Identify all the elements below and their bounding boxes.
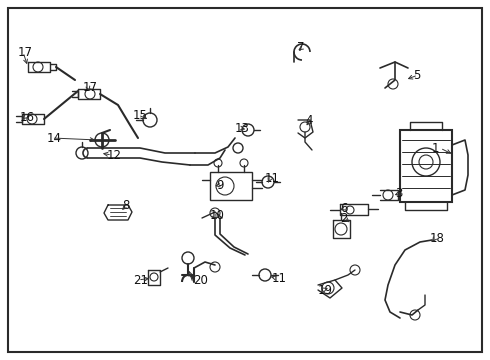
- Text: 13: 13: [235, 122, 250, 135]
- Text: 12: 12: [107, 149, 122, 162]
- Text: 4: 4: [305, 113, 313, 126]
- Text: 11: 11: [272, 271, 287, 284]
- Bar: [210, 172, 252, 200]
- Bar: [400, 130, 452, 202]
- Text: 20: 20: [193, 274, 208, 287]
- Text: 11: 11: [265, 171, 280, 185]
- Text: 10: 10: [210, 208, 225, 221]
- Text: 5: 5: [413, 68, 420, 81]
- Text: 17: 17: [18, 45, 33, 59]
- Text: 2: 2: [340, 212, 347, 225]
- Text: 1: 1: [432, 141, 440, 154]
- Text: 3: 3: [395, 186, 402, 199]
- Text: 19: 19: [318, 284, 333, 297]
- Text: 14: 14: [47, 131, 62, 144]
- Text: 16: 16: [20, 111, 35, 123]
- Text: 6: 6: [340, 202, 347, 215]
- Text: 7: 7: [297, 41, 304, 54]
- Text: 8: 8: [122, 198, 129, 212]
- Text: 9: 9: [216, 179, 223, 192]
- Text: 18: 18: [430, 231, 445, 244]
- Text: 17: 17: [83, 81, 98, 94]
- Text: 15: 15: [133, 108, 148, 122]
- Text: 21: 21: [133, 274, 148, 287]
